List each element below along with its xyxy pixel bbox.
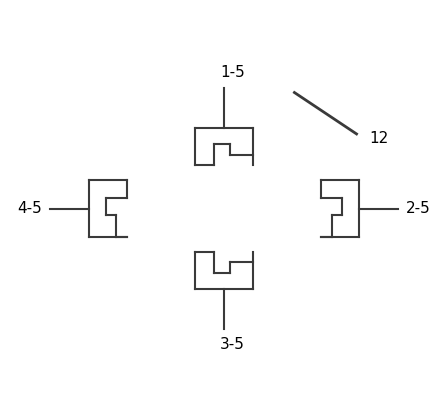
Text: 2-5: 2-5 bbox=[406, 201, 431, 216]
Text: 4-5: 4-5 bbox=[17, 201, 42, 216]
Text: 12: 12 bbox=[369, 131, 388, 146]
Text: 1-5: 1-5 bbox=[220, 65, 245, 80]
Text: 3-5: 3-5 bbox=[220, 337, 245, 352]
